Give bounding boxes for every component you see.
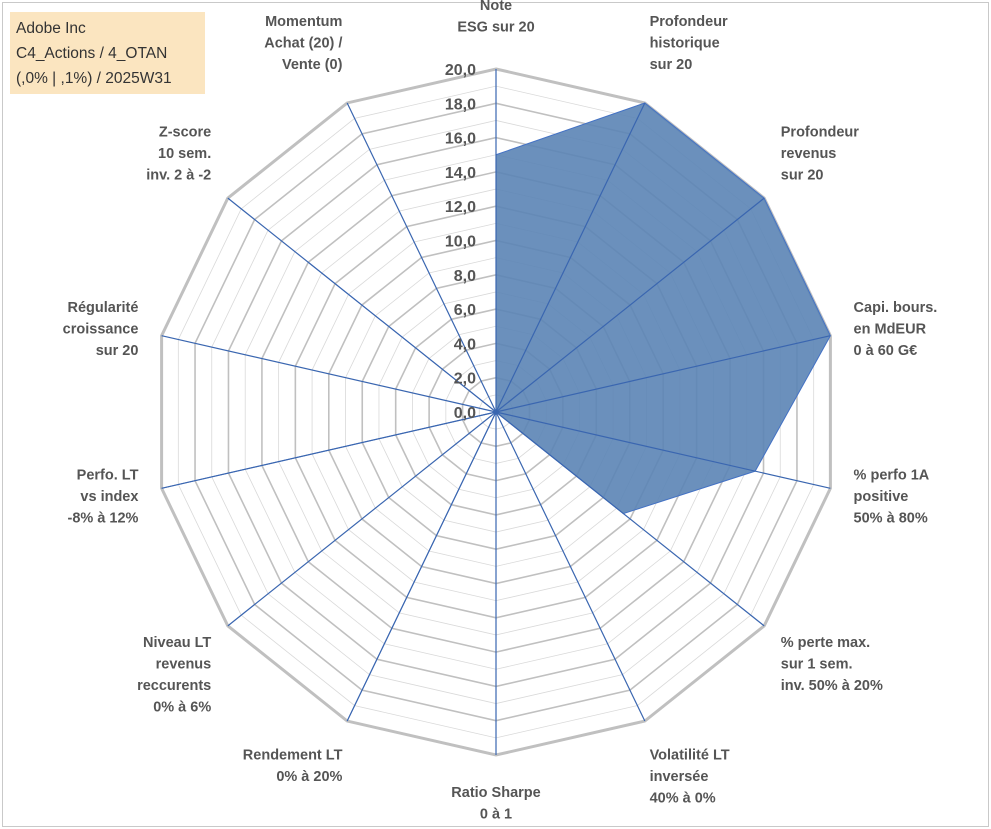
category-label-line: sur 20 xyxy=(96,343,139,359)
category-label-line: Ratio Sharpe xyxy=(451,785,540,801)
axis-spoke xyxy=(495,411,765,627)
category-label-line: reccurents xyxy=(137,678,211,694)
category-label-line: sur 20 xyxy=(650,57,693,73)
tick-label: 14,0 xyxy=(445,165,476,182)
category-label: Ratio Sharpe 0 à 1 xyxy=(451,785,540,823)
axis-spoke xyxy=(161,335,497,413)
category-label-line: -8% à 12% xyxy=(68,511,139,527)
axis-spoke xyxy=(161,411,497,489)
category-label-line: en MdEUR xyxy=(854,321,927,337)
category-label-line: historique xyxy=(650,35,720,51)
axis-spoke xyxy=(495,335,831,413)
tick-label: 4,0 xyxy=(454,336,476,353)
tick-label: 0,0 xyxy=(454,405,476,422)
category-label-line: 0% à 20% xyxy=(276,769,342,785)
axis-spoke xyxy=(227,197,497,413)
category-label-line: Profondeur xyxy=(781,124,859,140)
category-label: Volatilité LT inversée 40% à 0% xyxy=(650,748,730,807)
category-label: % perte max. sur 1 sem. inv. 50% à 20% xyxy=(781,635,883,694)
tick-label: 16,0 xyxy=(445,131,476,148)
category-label-line: 50% à 80% xyxy=(854,511,928,527)
category-label: Capi. bours. en MdEUR 0 à 60 G€ xyxy=(854,300,938,359)
title-line-period: (,0% | ,1%) / 2025W31 xyxy=(16,70,172,87)
chart-title-box: Adobe Inc C4_Actions / 4_OTAN (,0% | ,1%… xyxy=(10,12,205,94)
category-label-line: Régularité xyxy=(68,300,139,316)
category-label-line: inversée xyxy=(650,769,709,785)
category-label-line: 40% à 0% xyxy=(650,791,716,807)
category-label-line: vs index xyxy=(80,489,138,505)
tick-label: 18,0 xyxy=(445,96,476,113)
category-label: Momentum Achat (20) / Vente (0) xyxy=(264,14,342,73)
category-label-line: Vente (0) xyxy=(282,57,343,73)
category-label-line: 10 sem. xyxy=(158,146,211,162)
category-label-line: Rendement LT xyxy=(243,748,343,764)
category-label: Niveau LT revenus reccurents 0% à 6% xyxy=(137,635,211,716)
category-label-line: croissance xyxy=(63,321,139,337)
tick-label: 8,0 xyxy=(454,268,476,285)
category-label-line: positive xyxy=(854,489,909,505)
category-label-line: revenus xyxy=(156,657,212,673)
category-label: Profondeur historique sur 20 xyxy=(650,14,728,73)
axis-spoke xyxy=(495,411,646,722)
category-label-line: 0 à 1 xyxy=(480,807,512,823)
category-labels: Note ESG sur 20 Profondeur historique sur 20… xyxy=(63,0,938,823)
category-label-line: inv. 50% à 20% xyxy=(781,678,883,694)
category-label-line: revenus xyxy=(781,146,837,162)
category-label-line: Volatilité LT xyxy=(650,748,730,764)
category-label-line: 0 à 60 G€ xyxy=(854,343,918,359)
axis-spoke xyxy=(495,102,646,413)
category-label-line: Profondeur xyxy=(650,14,728,30)
category-label-line: Perfo. LT xyxy=(77,468,139,484)
tick-label: 20,0 xyxy=(445,62,476,79)
category-label-line: % perte max. xyxy=(781,635,870,651)
radar-spokes xyxy=(161,69,831,755)
category-label-line: sur 20 xyxy=(781,167,824,183)
tick-label: 6,0 xyxy=(454,302,476,319)
axis-spoke xyxy=(495,197,765,413)
axis-spoke xyxy=(495,411,831,489)
category-label: Perfo. LT vs index -8% à 12% xyxy=(68,468,139,527)
category-label-line: Achat (20) / xyxy=(264,35,342,51)
category-label-line: Niveau LT xyxy=(143,635,211,651)
category-label: Note ESG sur 20 xyxy=(457,0,534,36)
title-line-company: Adobe Inc xyxy=(16,20,86,37)
category-label: Rendement LT 0% à 20% xyxy=(243,748,343,786)
category-label-line: ESG sur 20 xyxy=(457,20,534,36)
tick-label: 10,0 xyxy=(445,234,476,251)
category-label-line: % perfo 1A xyxy=(854,468,930,484)
title-line-category: C4_Actions / 4_OTAN xyxy=(16,45,168,62)
category-label-line: Capi. bours. xyxy=(854,300,938,316)
category-label: Profondeur revenus sur 20 xyxy=(781,124,859,183)
category-label-line: sur 1 sem. xyxy=(781,657,853,673)
category-label: Z-score 10 sem. inv. 2 à -2 xyxy=(146,124,211,183)
axis-spoke xyxy=(346,411,497,722)
category-label-line: 0% à 6% xyxy=(153,700,211,716)
category-label: Régularité croissance sur 20 xyxy=(63,300,139,359)
category-label-line: Note xyxy=(480,0,512,14)
tick-label: 2,0 xyxy=(454,371,476,388)
radial-tick-labels: 0,0 2,0 4,0 6,0 8,0 10,0 12,0 14,0 16,0 18,0 20,0 xyxy=(445,62,476,422)
axis-spoke xyxy=(227,411,497,627)
category-label-line: inv. 2 à -2 xyxy=(146,167,211,183)
category-label-line: Momentum xyxy=(265,14,342,30)
axis-spoke xyxy=(346,102,497,413)
category-label-line: Z-score xyxy=(159,124,211,140)
category-label: % perfo 1A positive 50% à 80% xyxy=(854,468,930,527)
tick-label: 12,0 xyxy=(445,199,476,216)
